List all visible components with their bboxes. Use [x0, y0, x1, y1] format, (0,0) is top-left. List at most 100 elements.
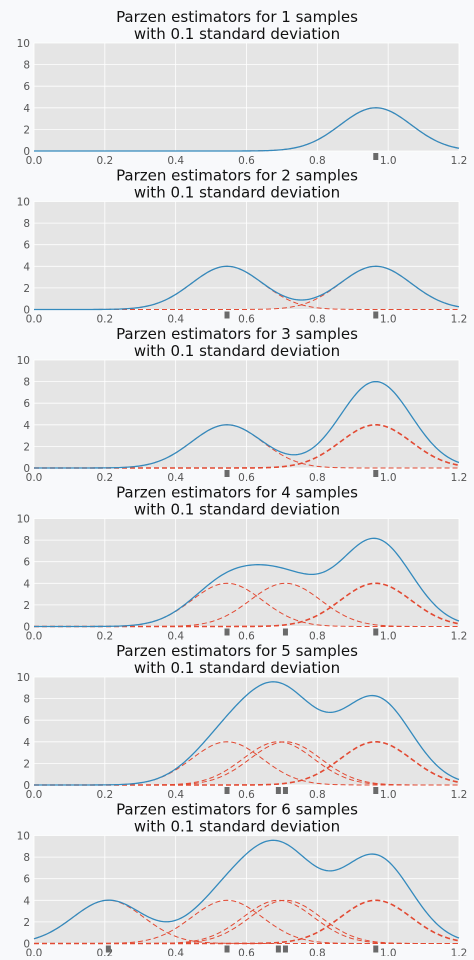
- y-tick-label: 0: [23, 305, 30, 317]
- y-tick-label: 10: [17, 38, 30, 50]
- x-tick-label: 0.2: [96, 631, 113, 643]
- y-tick-label: 2: [23, 283, 30, 295]
- sample-marker: [373, 470, 379, 477]
- y-tick-label: 6: [23, 715, 30, 727]
- sample-marker: [282, 628, 288, 636]
- sum-curve: [33, 839, 460, 940]
- y-tick-label: 2: [23, 600, 30, 612]
- kernel-curve: [34, 265, 460, 310]
- y-tick-label: 4: [23, 895, 30, 907]
- x-tick-label: 0.4: [167, 472, 184, 484]
- y-tick-label: 0: [23, 146, 30, 158]
- chart-title: Parzen estimators for 4 samples: [116, 484, 358, 502]
- y-tick-label: 4: [23, 420, 30, 432]
- x-tick-label: 0.6: [238, 314, 255, 326]
- y-tick-label: 0: [23, 463, 30, 475]
- x-tick-label: 0.0: [26, 155, 43, 167]
- x-tick-label: 1.2: [451, 155, 468, 167]
- x-tick-label: 0.0: [26, 472, 43, 484]
- x-tick-label: 1.2: [451, 948, 468, 957]
- x-tick-label: 0.8: [309, 948, 326, 957]
- x-tick-label: 1.0: [380, 789, 397, 801]
- kernel-curve: [34, 741, 459, 786]
- x-tick-label: 0.8: [309, 789, 326, 801]
- chart-title: Parzen estimators for 2 samples: [116, 167, 358, 185]
- x-tick-label: 0.2: [96, 472, 113, 484]
- kernel-curve: [34, 899, 459, 944]
- kernel-curve: [34, 582, 459, 627]
- x-tick-label: 0.6: [238, 631, 255, 643]
- y-tick-label: 8: [23, 852, 30, 864]
- y-tick-label: 2: [23, 441, 30, 453]
- x-tick-label: 0.2: [96, 314, 113, 326]
- x-tick-label: 0.2: [96, 155, 113, 167]
- x-tick-label: 1.2: [451, 472, 468, 484]
- sample-marker: [224, 628, 230, 636]
- y-tick-label: 6: [23, 240, 30, 252]
- y-tick-label: 10: [17, 355, 30, 367]
- kernel-curve: [34, 741, 459, 786]
- y-tick-label: 0: [23, 939, 30, 951]
- chart-subtitle: with 0.1 standard deviation: [134, 342, 340, 360]
- kernel-curve: [34, 899, 459, 944]
- kernel-curve: [34, 899, 459, 944]
- chart-title: Parzen estimators for 1 samples: [116, 8, 358, 26]
- chart-subtitle: with 0.1 standard deviation: [134, 184, 340, 202]
- y-tick-label: 6: [23, 398, 30, 410]
- x-tick-label: 0.4: [167, 631, 184, 643]
- sum-curve: [34, 537, 460, 628]
- y-tick-label: 8: [23, 60, 30, 72]
- y-tick-label: 4: [23, 737, 30, 749]
- chart-subtitle: with 0.1 standard deviation: [134, 25, 340, 43]
- x-tick-label: 1.0: [380, 314, 397, 326]
- x-tick-label: 0.0: [26, 789, 43, 801]
- kernel-curve: [34, 740, 460, 786]
- x-tick-label: 0.8: [309, 314, 326, 326]
- sample-marker: [373, 787, 379, 794]
- x-tick-label: 1.2: [451, 314, 468, 326]
- x-tick-label: 0.0: [26, 314, 43, 326]
- x-tick-label: 1.2: [451, 631, 468, 643]
- chart-subtitle: with 0.1 standard deviation: [134, 501, 340, 519]
- x-tick-label: 0.4: [167, 789, 184, 801]
- sample-marker: [224, 787, 230, 794]
- y-tick-label: 8: [23, 377, 30, 389]
- y-tick-label: 4: [23, 261, 30, 273]
- y-tick-label: 2: [23, 124, 30, 136]
- x-tick-label: 0.6: [238, 472, 255, 484]
- x-tick-label: 1.0: [380, 948, 397, 957]
- x-tick-label: 0.0: [26, 631, 43, 643]
- x-tick-label: 1.0: [380, 155, 397, 167]
- sample-marker: [105, 945, 111, 953]
- x-tick-label: 0.4: [167, 314, 184, 326]
- x-tick-label: 0.4: [167, 948, 184, 957]
- sample-marker: [224, 470, 230, 477]
- y-tick-label: 6: [23, 81, 30, 93]
- y-tick-label: 4: [23, 103, 30, 115]
- sample-marker: [275, 787, 281, 794]
- sample-marker: [373, 311, 379, 319]
- chart-subtitle: with 0.1 standard deviation: [134, 659, 340, 677]
- y-tick-label: 10: [17, 197, 30, 209]
- sum-curve: [34, 265, 460, 311]
- sample-marker: [224, 311, 230, 319]
- y-tick-label: 10: [17, 514, 30, 526]
- y-tick-label: 8: [23, 218, 30, 230]
- y-tick-label: 8: [23, 535, 30, 547]
- y-tick-label: 6: [23, 874, 30, 886]
- y-tick-label: 10: [17, 672, 30, 684]
- sample-marker: [373, 153, 379, 160]
- sum-curve: [34, 380, 460, 469]
- kernel-curve: [34, 423, 460, 469]
- y-tick-label: 6: [23, 557, 30, 569]
- y-tick-label: 2: [23, 917, 30, 929]
- y-tick-label: 10: [17, 831, 30, 843]
- x-tick-label: 0.6: [238, 789, 255, 801]
- kernel-curve: [34, 582, 460, 628]
